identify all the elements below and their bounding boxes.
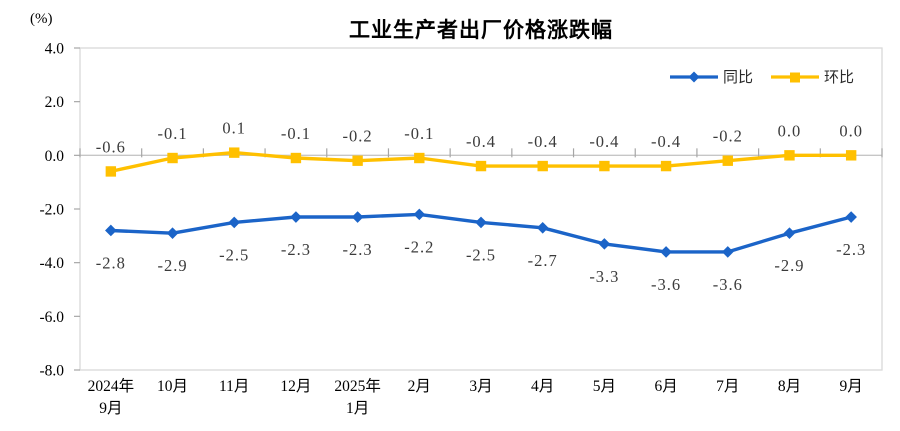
data-point [784, 150, 795, 161]
data-point [783, 227, 796, 239]
data-point [167, 152, 178, 164]
x-tick-label: 3月 [469, 378, 492, 395]
data-label: -3.3 [589, 267, 619, 286]
y-tick-label: 4.0 [45, 41, 65, 58]
data-point [228, 216, 241, 229]
data-label: -0.2 [713, 127, 743, 146]
data-point [105, 166, 117, 177]
data-label: -0.4 [589, 132, 619, 151]
data-point [290, 211, 302, 223]
data-label: -2.9 [157, 256, 187, 275]
data-label: -0.6 [96, 137, 126, 156]
data-label: -0.1 [281, 124, 311, 143]
data-point [166, 227, 179, 239]
data-point [290, 152, 302, 164]
mom-line-square-icon [770, 72, 819, 82]
data-label: -2.9 [774, 256, 804, 275]
data-label: 0.1 [222, 119, 246, 138]
x-tick-label: 4月 [531, 378, 554, 395]
data-label: -0.4 [528, 132, 558, 151]
yoy-line-diamond-icon [669, 71, 718, 82]
data-label: -2.3 [281, 240, 311, 259]
data-label: -2.2 [404, 237, 434, 256]
data-point [845, 211, 857, 223]
legend: 同比 环比 [669, 66, 854, 87]
legend-item-yoy: 同比 [669, 66, 753, 87]
data-label: -0.1 [157, 124, 187, 143]
data-point [413, 208, 426, 221]
data-label: 0.0 [778, 121, 802, 140]
data-point [660, 246, 672, 258]
data-point [537, 160, 548, 172]
data-point [475, 160, 487, 172]
y-tick-label: 0.0 [45, 148, 65, 165]
y-axis-unit-label: (%) [30, 11, 53, 27]
x-tick-label: 9月 [840, 378, 863, 395]
legend-item-mom: 环比 [770, 66, 854, 87]
data-point [536, 221, 549, 234]
data-point [229, 147, 240, 158]
data-point [845, 150, 857, 161]
x-tick-label: 8月 [778, 378, 801, 395]
legend-label-mom: 环比 [823, 69, 854, 86]
data-label: -2.7 [528, 251, 558, 270]
x-tick-label: 11月 [219, 378, 249, 395]
x-tick-label: 5月 [593, 378, 616, 395]
data-label: -3.6 [651, 275, 681, 294]
x-tick-label: 2025年 [334, 377, 381, 395]
legend-label-yoy: 同比 [722, 69, 753, 86]
x-tick-label: 2024年 [88, 377, 135, 395]
x-tick-label: 10月 [157, 378, 188, 395]
data-point [722, 155, 733, 166]
data-point [414, 152, 425, 164]
y-tick-label: -8.0 [39, 363, 64, 380]
data-point [598, 238, 611, 250]
data-point [475, 216, 487, 229]
data-point [351, 211, 364, 223]
data-point [105, 224, 117, 237]
data-label: -0.2 [343, 127, 373, 146]
x-tick-label: 12月 [280, 378, 311, 395]
data-point [660, 160, 672, 172]
data-label: -2.5 [219, 245, 249, 264]
plot-border [79, 47, 883, 371]
data-point [599, 160, 610, 172]
x-tick-label: 2月 [408, 378, 431, 395]
series-yoy: -2.8 -2.9 -2.5 -2.3 -2.3 -2.2 -2.5 -2.7 -3.3 -3.6… [96, 208, 866, 294]
y-tick-label: 2.0 [45, 94, 65, 111]
y-tick-label: -4.0 [39, 255, 64, 272]
data-point [352, 155, 363, 166]
chart-title: 工业生产者出厂价格涨跌幅 [349, 19, 613, 42]
data-point [721, 246, 734, 258]
data-label: -0.1 [404, 124, 434, 143]
data-label: -2.3 [836, 240, 866, 259]
x-tick-label: 1月 [346, 400, 369, 417]
data-label: 0.0 [839, 121, 863, 140]
data-label: -2.3 [343, 240, 373, 259]
data-label: -0.4 [651, 132, 681, 151]
data-label: -0.4 [466, 132, 496, 151]
y-tick-label: -6.0 [39, 309, 64, 326]
data-label: -2.8 [96, 253, 126, 272]
x-tick-label: 7月 [716, 378, 739, 395]
series-mom: -0.6 -0.1 0.1 -0.1 -0.2 -0.1 -0.4 -0.4 -0.4 -0.4 -… [96, 119, 863, 177]
x-tick-label: 9月 [99, 400, 122, 417]
y-tick-label: -2.0 [39, 202, 64, 219]
data-label: -2.5 [466, 245, 496, 264]
y-axis: 4.0 2.0 0.0 -2.0 -4.0 -6.0 -8.0 [39, 41, 80, 380]
x-tick-label: 6月 [654, 378, 677, 395]
data-label: -3.6 [713, 275, 743, 294]
x-axis: 2024年 9月 10月 11月 12月 2025年 1月 2月 3月 4月 5月 6月 7月 8月 9月 [88, 377, 863, 417]
